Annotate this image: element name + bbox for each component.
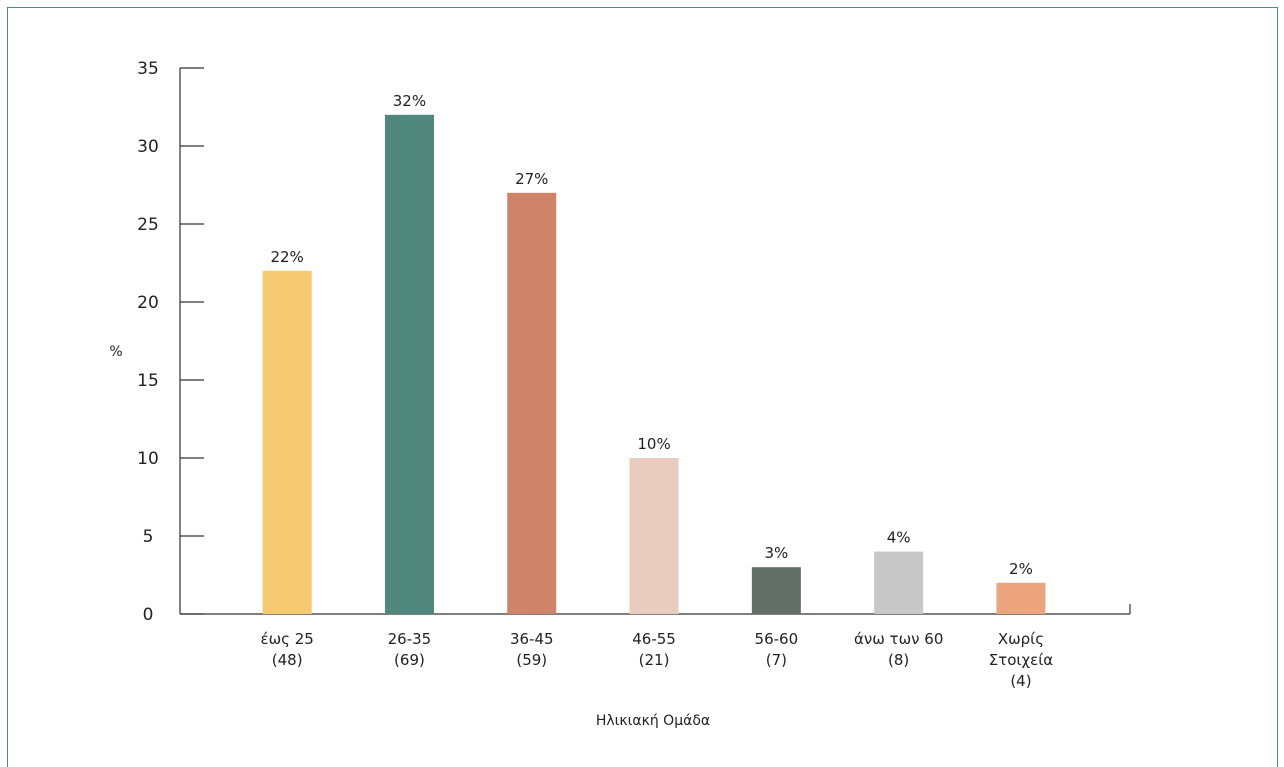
x-tick-label: 56-60 (7)	[755, 630, 799, 669]
y-axis: 0 5 10 15 20 25 30 35	[137, 59, 204, 625]
bar-value-label: 4%	[887, 529, 911, 547]
y-tick-label: 5	[143, 527, 154, 547]
x-axis-title: Ηλικιακή Ομάδα	[596, 713, 710, 729]
bar-value-label: 2%	[1009, 560, 1033, 578]
x-tick-label-line: έως 25	[260, 630, 313, 648]
category-labels: έως 25 (48) 26-35 (69) 36-45 (59) 46-55 (21) 56-…	[260, 630, 1053, 690]
x-tick-label-line: (7)	[766, 651, 787, 669]
x-tick-label-line: 26-35	[388, 630, 432, 648]
x-tick-label: 36-45 (59)	[510, 630, 554, 669]
x-tick-label-line: (69)	[394, 651, 425, 669]
x-tick-label-line: (48)	[272, 651, 303, 669]
bar	[507, 192, 557, 615]
x-tick-label: 26-35 (69)	[388, 630, 432, 669]
y-tick-label: 15	[137, 371, 159, 391]
bar-value-label: 32%	[393, 92, 426, 110]
bar-value-label: 10%	[637, 435, 670, 453]
bar	[751, 567, 801, 614]
x-tick-label-line: (21)	[639, 651, 670, 669]
bar	[262, 270, 312, 614]
x-tick-label-line: (4)	[1010, 672, 1031, 690]
bar	[874, 551, 924, 614]
y-axis-title: %	[109, 344, 122, 360]
data-labels: 22% 32% 27% 10% 3% 4% 2%	[270, 92, 1032, 578]
y-tick-label: 25	[137, 215, 159, 235]
chart-frame	[7, 7, 1278, 767]
x-tick-label-line: άνω των 60	[854, 630, 943, 648]
x-tick-label-line: Χωρίς	[998, 630, 1044, 648]
y-tick-label: 35	[137, 59, 159, 79]
x-tick-label: άνω των 60 (8)	[854, 630, 943, 669]
y-tick-label: 30	[137, 137, 159, 157]
bar	[384, 114, 434, 615]
x-tick-label-line: (8)	[888, 651, 909, 669]
y-tick-label: 20	[137, 293, 159, 313]
x-tick-label: 46-55 (21)	[632, 630, 676, 669]
x-tick-label-line: 36-45	[510, 630, 554, 648]
bars	[262, 114, 1046, 615]
bar-value-label: 22%	[270, 248, 303, 266]
bar-value-label: 27%	[515, 170, 548, 188]
x-tick-label: Χωρίς Στοιχεία (4)	[989, 630, 1054, 690]
x-tick-label: έως 25 (48)	[260, 630, 313, 669]
x-tick-label-line: 56-60	[755, 630, 799, 648]
y-tick-label: 0	[143, 605, 154, 625]
y-tick-label: 10	[137, 449, 159, 469]
x-tick-label-line: Στοιχεία	[989, 651, 1054, 669]
x-tick-label-line: (59)	[516, 651, 547, 669]
bar-value-label: 3%	[764, 544, 788, 562]
bar	[629, 458, 679, 614]
bar	[996, 582, 1046, 614]
x-tick-label-line: 46-55	[632, 630, 676, 648]
